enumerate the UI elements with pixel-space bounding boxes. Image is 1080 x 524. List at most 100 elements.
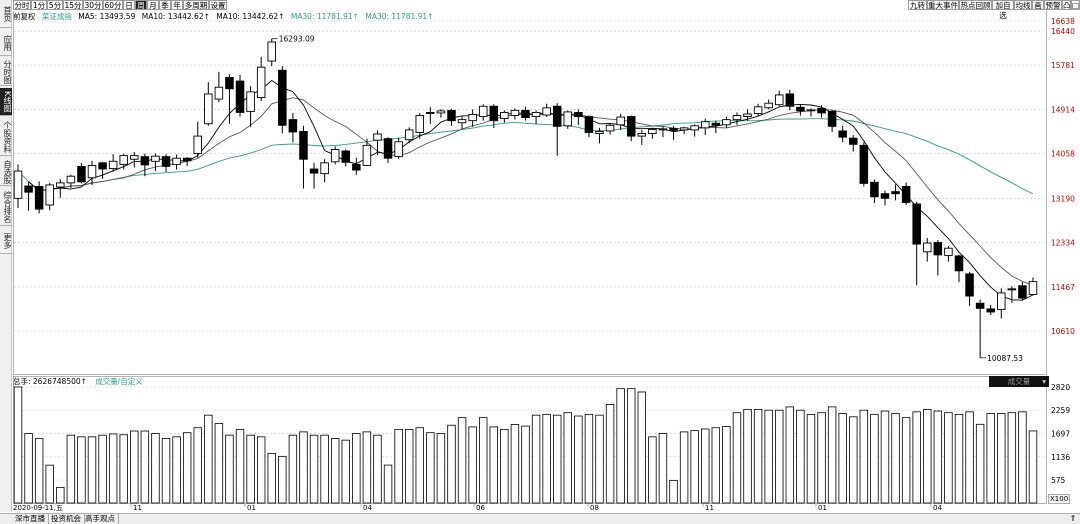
volume-bar [140, 430, 150, 504]
candle-body [373, 133, 382, 141]
arrow-up-icon[interactable]: ⇑ [1069, 514, 1077, 523]
volume-bar [66, 434, 76, 504]
toolbar-right-button-0[interactable]: 九转 [908, 0, 927, 10]
toolbar-right-button-6[interactable]: 预警 [1044, 0, 1062, 10]
period-button-12[interactable]: 设置 [209, 0, 227, 10]
volume-bar [1028, 430, 1038, 504]
price-mode-label[interactable]: 前复权 [13, 12, 36, 21]
volume-bar [119, 434, 128, 504]
candle-body [299, 131, 308, 160]
volume-mode-label[interactable]: 成交量/自定义 [95, 377, 143, 386]
toolbar-right-button-4[interactable]: 均线 [1014, 0, 1032, 10]
sidebar-item-6[interactable]: 综合排名 [0, 188, 12, 226]
period-button-0[interactable]: 分时 [13, 0, 31, 10]
period-button-7[interactable]: 周 [135, 0, 147, 10]
bottom-tab-2[interactable]: 高手观点 [82, 514, 119, 524]
volume-bar [563, 412, 572, 504]
toolbar-right-button-1[interactable]: 重大事件 [927, 0, 959, 10]
candle-body [690, 125, 699, 131]
sidebar-item-1[interactable]: 应用 [0, 30, 12, 56]
volume-chart-panel[interactable] [13, 376, 1047, 504]
ma10-value: MA10: 13442.62↑ [141, 12, 210, 21]
period-button-9[interactable]: 季 [159, 0, 171, 10]
period-button-5[interactable]: 60分 [103, 0, 123, 10]
candle-body [320, 162, 329, 175]
date-label: 04 [363, 504, 372, 512]
volume-bar [130, 430, 139, 504]
volume-bar [278, 455, 287, 504]
sidebar-item-2[interactable]: 分时图 [0, 58, 12, 86]
candle-body [626, 116, 636, 137]
candle-body [658, 128, 668, 131]
toolbar-right-button-3[interactable]: 加自选 [992, 0, 1014, 20]
volume-bar [690, 430, 699, 504]
candle-body [785, 93, 795, 107]
toolbar-right-button-2[interactable]: 热点回顾 [959, 0, 992, 10]
indicator-name[interactable]: 菜证成指 [41, 12, 72, 21]
volume-bar [711, 427, 721, 504]
period-button-8[interactable]: 月 [147, 0, 159, 10]
price-tick-label: 10610 [1051, 327, 1075, 336]
volume-bar [489, 426, 498, 504]
sidebar-item-4[interactable]: 个股资料 [0, 118, 12, 156]
volume-bar [584, 413, 594, 504]
period-button-10[interactable]: 年 [171, 0, 183, 10]
candle-body [415, 115, 425, 133]
date-label: 06 [476, 504, 485, 512]
candle-body [45, 184, 54, 206]
sidebar-item-3[interactable]: K线图 [0, 88, 12, 116]
period-button-6[interactable]: 日 [123, 0, 135, 10]
date-label: 11 [133, 504, 142, 512]
volume-bar [193, 427, 202, 504]
period-button-2[interactable]: 5分 [47, 0, 63, 10]
date-label: 01 [818, 504, 827, 512]
candle-body [288, 119, 298, 133]
candle-body [426, 111, 435, 114]
sidebar-item-5[interactable]: 自选股 [0, 158, 12, 186]
period-button-4[interactable]: 30分 [83, 0, 103, 10]
ma10b-value: MA10: 13442.62↑ [216, 12, 285, 21]
volume-bar [764, 409, 773, 504]
candle-body [56, 182, 65, 188]
candle-body [478, 105, 488, 118]
period-button-1[interactable]: 1分 [31, 0, 47, 10]
toolbar-right-button-7[interactable]: 凸 [1062, 0, 1071, 10]
volume-bar [182, 432, 192, 504]
candle-body [330, 149, 340, 163]
candle-body [108, 160, 118, 169]
sidebar-item-0[interactable]: 首页 [0, 0, 12, 28]
volume-bar [605, 403, 615, 504]
candle-body [679, 127, 689, 131]
candle-body [394, 141, 403, 158]
volume-bar [722, 426, 731, 504]
volume-bar [235, 428, 245, 504]
period-button-11[interactable]: 多周期 [183, 0, 209, 10]
candle-body [172, 157, 181, 165]
candle-body [225, 77, 234, 90]
period-button-3[interactable]: 15分 [63, 0, 83, 10]
candle-body [997, 292, 1006, 310]
date-label: 08 [590, 504, 599, 512]
volume-bar [510, 424, 520, 504]
candle-body [447, 109, 456, 122]
bottom-tab-0[interactable]: 深市直播 [12, 514, 49, 524]
candle-body [542, 107, 551, 116]
ma5-line [28, 79, 1034, 301]
candle-body [119, 155, 128, 165]
indicator-info-line: 前复权 菜证成指 MA5: 13493.59 MA10: 13442.62↑ M… [13, 12, 437, 22]
volume-bar [542, 413, 551, 504]
volume-bar [225, 434, 234, 504]
volume-bar [373, 434, 382, 504]
bottom-tab-1[interactable]: 投资机会 [48, 514, 85, 524]
volume-bar [24, 433, 33, 504]
volume-bar [531, 414, 541, 504]
volume-bar [1018, 411, 1027, 504]
price-chart-panel[interactable] [13, 11, 1047, 375]
toolbar-right-button-5[interactable]: 画 [1032, 0, 1044, 10]
candle-body [87, 164, 97, 179]
candle-body [605, 124, 615, 132]
volume-indicator-dropdown[interactable]: 成交量 ▾ [989, 376, 1049, 387]
sidebar-item-7[interactable]: 更多 [0, 228, 12, 254]
candle-body [1018, 285, 1027, 299]
